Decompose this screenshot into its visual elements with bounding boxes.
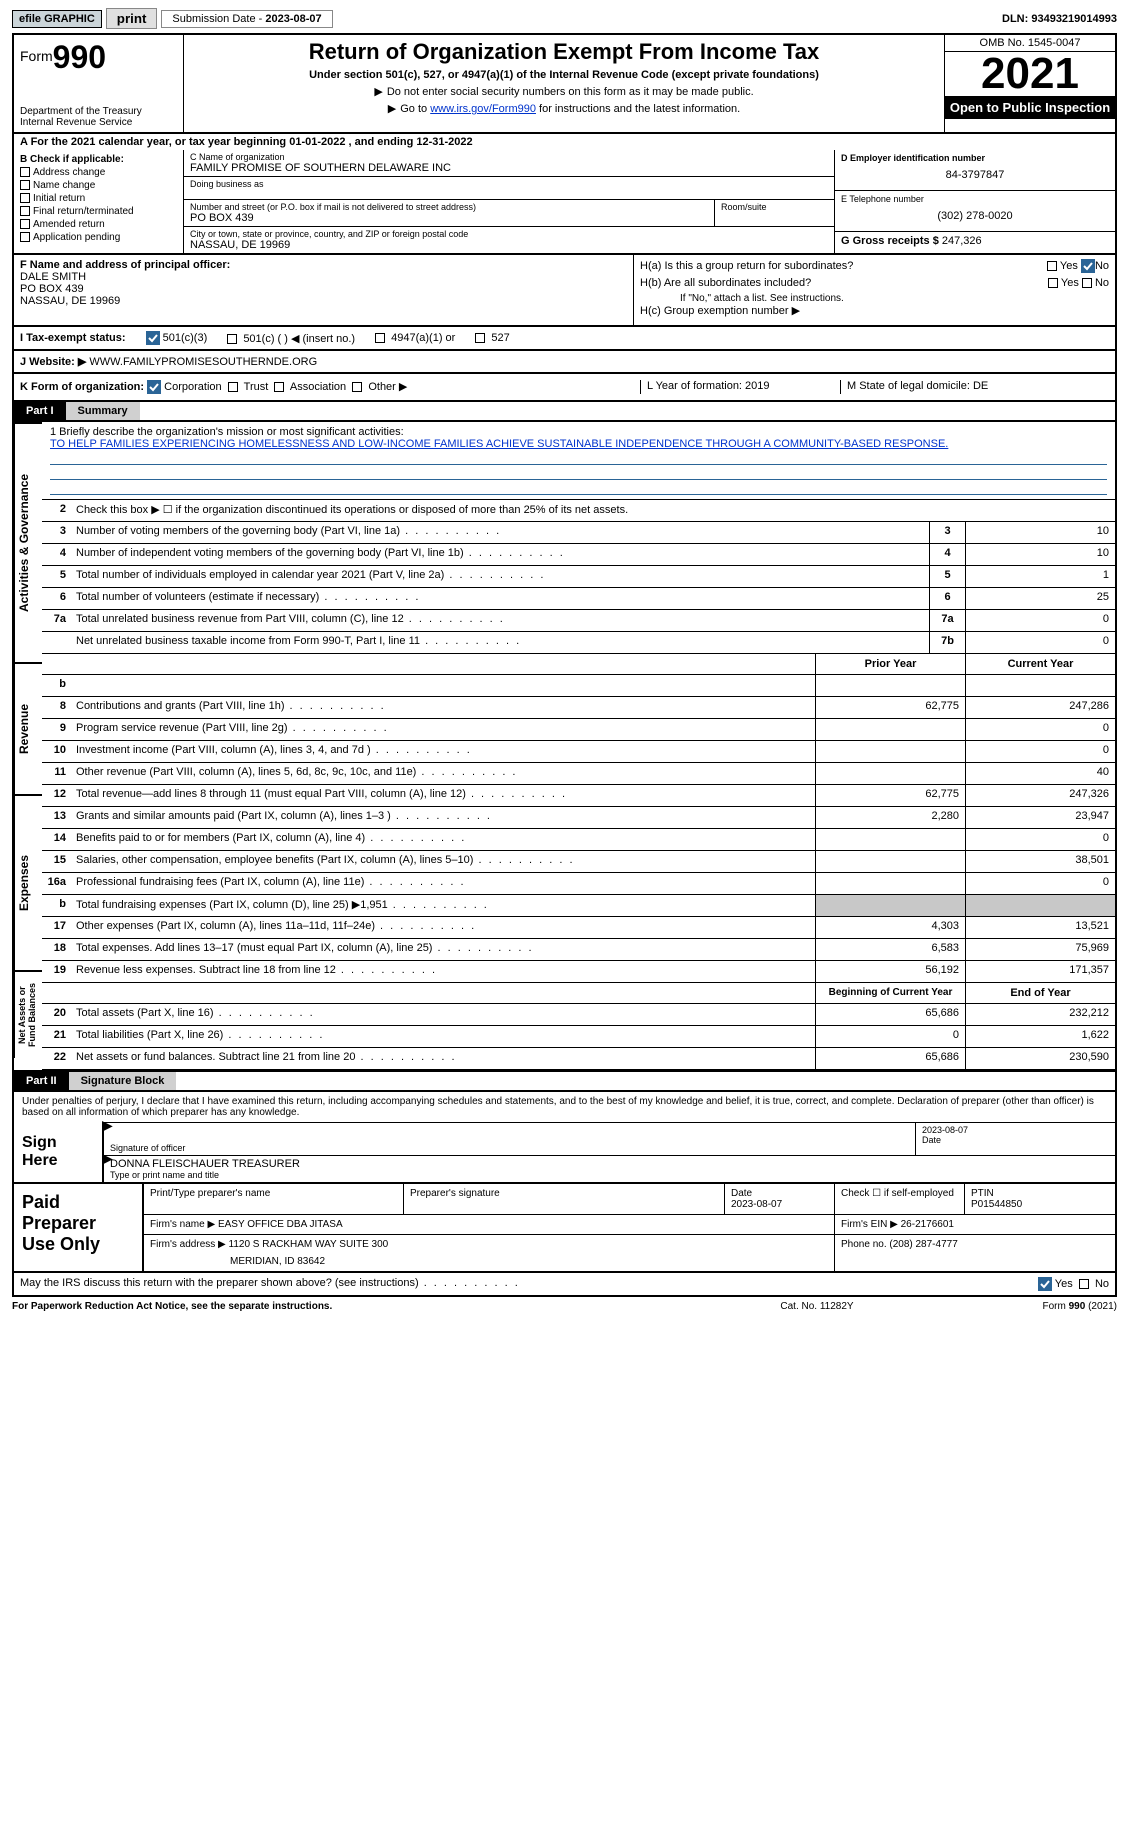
part2-header: Part IISignature Block bbox=[12, 1070, 1117, 1092]
net-header: Beginning of Current Year End of Year bbox=[42, 983, 1115, 1004]
col-c: C Name of organizationFAMILY PROMISE OF … bbox=[184, 150, 835, 253]
note-link: Go to www.irs.gov/Form990 for instructio… bbox=[190, 102, 938, 115]
block-bcdefg: B Check if applicable: Address change Na… bbox=[12, 150, 1117, 255]
table-row: 18Total expenses. Add lines 13–17 (must … bbox=[42, 939, 1115, 961]
kform-row: K Form of organization: Corporation Trus… bbox=[12, 374, 1117, 402]
table-row: 22Net assets or fund balances. Subtract … bbox=[42, 1048, 1115, 1070]
efile-tag: efile GRAPHIC bbox=[12, 10, 102, 28]
checkbox-checked-icon bbox=[146, 331, 160, 345]
col-f: F Name and address of principal officer:… bbox=[14, 255, 634, 325]
line-a: A For the 2021 calendar year, or tax yea… bbox=[12, 134, 1117, 150]
form-subtitle: Under section 501(c), 527, or 4947(a)(1)… bbox=[190, 69, 938, 81]
table-row: 20Total assets (Part X, line 16)65,68623… bbox=[42, 1004, 1115, 1026]
col-b: B Check if applicable: Address change Na… bbox=[14, 150, 184, 253]
form-header: Form990 Department of the TreasuryIntern… bbox=[12, 33, 1117, 134]
table-row: 10Investment income (Part VIII, column (… bbox=[42, 741, 1115, 763]
table-row: 13Grants and similar amounts paid (Part … bbox=[42, 807, 1115, 829]
discuss-row: May the IRS discuss this return with the… bbox=[12, 1273, 1117, 1297]
table-row: 17Other expenses (Part IX, column (A), l… bbox=[42, 917, 1115, 939]
part1-header: Part ISummary bbox=[12, 402, 1117, 422]
side-governance: Activities & Governance bbox=[14, 422, 42, 662]
form-990-page: efile GRAPHIC print Submission Date - 20… bbox=[0, 0, 1129, 1324]
table-row: 4Number of independent voting members of… bbox=[42, 544, 1115, 566]
form-number: Form990 bbox=[20, 39, 177, 76]
table-row: bTotal fundraising expenses (Part IX, co… bbox=[42, 895, 1115, 917]
table-row: 2Check this box ▶ ☐ if the organization … bbox=[42, 500, 1115, 522]
tax-year: 2021 bbox=[945, 52, 1115, 96]
form-title: Return of Organization Exempt From Incom… bbox=[190, 39, 938, 65]
note-ssn: Do not enter social security numbers on … bbox=[190, 85, 938, 98]
table-row: 16aProfessional fundraising fees (Part I… bbox=[42, 873, 1115, 895]
table-row: 12Total revenue—add lines 8 through 11 (… bbox=[42, 785, 1115, 807]
dln: DLN: 93493219014993 bbox=[1002, 13, 1117, 25]
summary-grid: Activities & Governance Revenue Expenses… bbox=[12, 422, 1117, 1070]
col-deg: D Employer identification number84-37978… bbox=[835, 150, 1115, 253]
table-row: 7aTotal unrelated business revenue from … bbox=[42, 610, 1115, 632]
open-inspection: Open to Public Inspection bbox=[945, 96, 1115, 119]
mission-block: 1 Briefly describe the organization's mi… bbox=[42, 422, 1115, 500]
submission-date: Submission Date - 2023-08-07 bbox=[161, 10, 332, 28]
table-row: 11Other revenue (Part VIII, column (A), … bbox=[42, 763, 1115, 785]
dept-treasury: Department of the TreasuryInternal Reven… bbox=[20, 106, 177, 128]
footer: For Paperwork Reduction Act Notice, see … bbox=[12, 1297, 1117, 1316]
paid-preparer: Paid Preparer Use Only Print/Type prepar… bbox=[12, 1184, 1117, 1273]
rev-header: Prior Year Current Year bbox=[42, 654, 1115, 675]
website-row: J Website: ▶ WWW.FAMILYPROMISESOUTHERNDE… bbox=[12, 351, 1117, 374]
table-row: 9Program service revenue (Part VIII, lin… bbox=[42, 719, 1115, 741]
side-netassets: Net Assets or Fund Balances bbox=[14, 970, 42, 1058]
table-row: 19Revenue less expenses. Subtract line 1… bbox=[42, 961, 1115, 983]
table-row: b bbox=[42, 675, 1115, 697]
sign-here-label: Sign Here bbox=[14, 1122, 104, 1182]
print-button[interactable]: print bbox=[106, 8, 158, 29]
col-h: H(a) Is this a group return for subordin… bbox=[634, 255, 1115, 325]
signature-section: Under penalties of perjury, I declare th… bbox=[12, 1092, 1117, 1184]
side-expenses: Expenses bbox=[14, 794, 42, 970]
table-row: 14Benefits paid to or for members (Part … bbox=[42, 829, 1115, 851]
table-row: 15Salaries, other compensation, employee… bbox=[42, 851, 1115, 873]
side-revenue: Revenue bbox=[14, 662, 42, 794]
topbar: efile GRAPHIC print Submission Date - 20… bbox=[12, 8, 1117, 29]
checkbox-checked-icon bbox=[1038, 1277, 1052, 1291]
table-row: 6Total number of volunteers (estimate if… bbox=[42, 588, 1115, 610]
table-row: 5Total number of individuals employed in… bbox=[42, 566, 1115, 588]
table-row: 8Contributions and grants (Part VIII, li… bbox=[42, 697, 1115, 719]
table-row: 21Total liabilities (Part X, line 26)01,… bbox=[42, 1026, 1115, 1048]
block-fhij: F Name and address of principal officer:… bbox=[12, 255, 1117, 327]
tax-status-row: I Tax-exempt status: 501(c)(3) 501(c) ( … bbox=[12, 327, 1117, 351]
table-row: 3Number of voting members of the governi… bbox=[42, 522, 1115, 544]
checkbox-checked-icon bbox=[147, 380, 161, 394]
irs-link[interactable]: www.irs.gov/Form990 bbox=[430, 103, 536, 115]
table-row: Net unrelated business taxable income fr… bbox=[42, 632, 1115, 654]
checkbox-checked-icon bbox=[1081, 259, 1095, 273]
